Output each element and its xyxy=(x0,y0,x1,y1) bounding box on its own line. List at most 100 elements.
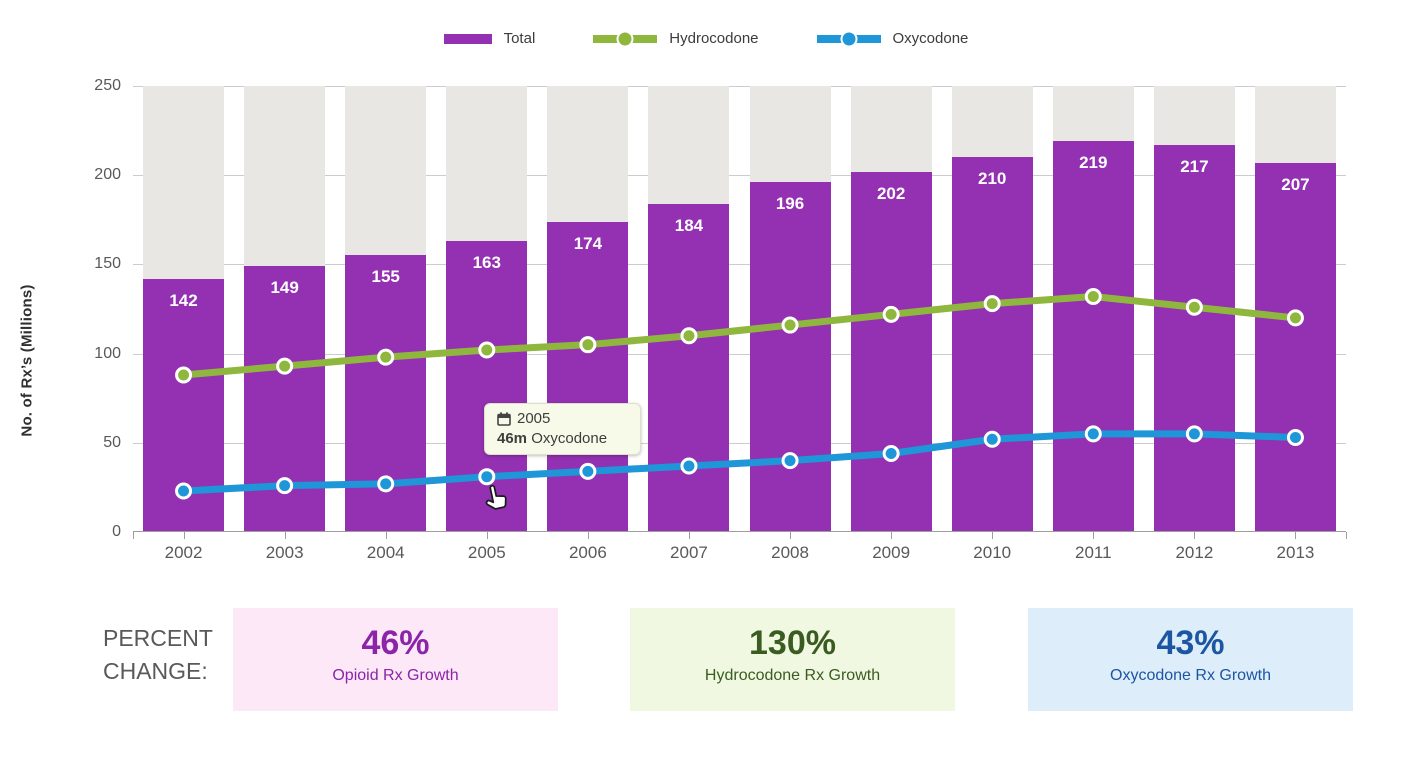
hydrocodone-point-2006[interactable] xyxy=(579,336,597,354)
oxycodone-point-2012[interactable] xyxy=(1185,425,1203,443)
legend-label-oxycodone: Oxycodone xyxy=(892,30,969,47)
bar-value-label-2005: 163 xyxy=(472,253,501,273)
bar-value-label-2012: 217 xyxy=(1180,156,1209,176)
total-bar-2010[interactable]: 210 xyxy=(951,157,1033,532)
hydrocodone-point-2007[interactable] xyxy=(680,327,698,345)
x-tick-2008 xyxy=(790,532,792,539)
oxycodone-point-2010[interactable] xyxy=(983,430,1001,448)
total-bar-2009[interactable]: 202 xyxy=(850,171,932,532)
bar-value-label-2011: 219 xyxy=(1079,153,1108,173)
x-tick-2003 xyxy=(284,532,286,539)
oxycodone-point-2002[interactable] xyxy=(175,482,193,500)
plot-area: 142 149 155 163 174 184 196 202 210 219 217 207 xyxy=(133,86,1346,532)
oxycodone-point-2008[interactable] xyxy=(781,452,799,470)
hydrocodone-point-2002[interactable] xyxy=(175,366,193,384)
oxycodone-point-2004[interactable] xyxy=(377,475,395,493)
hydrocodone-growth-value: 130% xyxy=(749,624,836,662)
total-bar-2008[interactable]: 196 xyxy=(749,182,831,532)
opioid-growth-caption: Opioid Rx Growth xyxy=(332,667,459,684)
x-axis-start-tick xyxy=(133,532,134,539)
hydrocodone-point-2011[interactable] xyxy=(1084,288,1102,306)
y-axis-title: No. of Rx’s (Millions) xyxy=(18,284,36,437)
bar-value-label-2004: 155 xyxy=(371,267,400,287)
x-tick-2002 xyxy=(183,532,185,539)
x-axis-label-2013: 2013 xyxy=(1276,543,1315,562)
oxycodone-point-2007[interactable] xyxy=(680,457,698,475)
tooltip-series: Oxycodone xyxy=(531,430,608,447)
total-bar-2011[interactable]: 219 xyxy=(1052,141,1134,532)
chart-legend: Total Hydrocodone Oxycodone xyxy=(0,30,1412,47)
oxycodone-point-2003[interactable] xyxy=(276,477,294,495)
x-axis-label-2006: 2006 xyxy=(568,543,607,562)
total-bar-2013[interactable]: 207 xyxy=(1254,162,1336,532)
bar-value-label-2002: 142 xyxy=(169,290,198,310)
x-axis-label-2008: 2008 xyxy=(771,543,809,562)
hydrocodone-point-2003[interactable] xyxy=(276,357,294,375)
bar-value-label-2008: 196 xyxy=(775,194,805,214)
legend-item-total[interactable]: Total xyxy=(443,30,536,47)
oxycodone-point-2006[interactable] xyxy=(579,462,597,480)
oxycodone-growth-value: 43% xyxy=(1156,624,1225,662)
hydrocodone-point-2005[interactable] xyxy=(478,341,496,359)
hydrocodone-line-swatch-icon xyxy=(593,30,658,47)
hydrocodone-point-2009[interactable] xyxy=(882,305,900,323)
hydrocodone-point-2004[interactable] xyxy=(377,348,395,366)
x-axis-line xyxy=(133,531,1346,532)
y-tick-label-50: 50 xyxy=(103,433,121,451)
x-axis-label-2011: 2011 xyxy=(1075,543,1112,562)
x-tick-2012 xyxy=(1194,532,1196,539)
y-tick-label-100: 100 xyxy=(94,344,121,362)
hydrocodone-point-2013[interactable] xyxy=(1286,309,1304,327)
total-bar-2006[interactable]: 174 xyxy=(547,221,629,532)
hydrocodone-growth-card: 130% Hydrocodone Rx Growth xyxy=(630,608,955,711)
y-tick-label-200: 200 xyxy=(94,166,121,184)
legend-item-hydrocodone[interactable]: Hydrocodone xyxy=(593,30,759,47)
y-tick-label-150: 150 xyxy=(94,255,121,273)
x-tick-2004 xyxy=(385,532,387,539)
oxycodone-growth-caption: Oxycodone Rx Growth xyxy=(1110,667,1271,684)
bar-value-label-2007: 184 xyxy=(674,215,704,235)
x-tick-2010 xyxy=(992,532,994,539)
x-tick-2011 xyxy=(1093,532,1095,539)
x-tick-2005 xyxy=(486,532,488,539)
hydrocodone-point-2008[interactable] xyxy=(781,316,799,334)
percent-change-label-line1: PERCENT xyxy=(103,625,213,651)
x-tick-2013 xyxy=(1295,532,1297,539)
percent-change-label: PERCENT CHANGE: xyxy=(103,622,213,688)
total-bar-2007[interactable]: 184 xyxy=(648,203,730,532)
oxycodone-point-2013[interactable] xyxy=(1286,428,1304,446)
legend-label-total: Total xyxy=(503,30,536,47)
x-axis-label-2004: 2004 xyxy=(366,543,405,562)
bar-value-label-2009: 202 xyxy=(876,183,906,203)
x-axis-label-2012: 2012 xyxy=(1175,543,1214,562)
opioid-growth-card: 46% Opioid Rx Growth xyxy=(233,608,558,711)
gridline-150 xyxy=(133,264,1346,266)
total-bar-2012[interactable]: 217 xyxy=(1153,144,1235,532)
calendar-icon xyxy=(497,411,511,426)
x-axis-label-2005: 2005 xyxy=(467,543,506,562)
hydrocodone-point-2010[interactable] xyxy=(983,295,1001,313)
oxycodone-point-2005[interactable] xyxy=(478,468,496,486)
total-bar-swatch-icon xyxy=(443,33,492,44)
gridline-250 xyxy=(133,86,1346,87)
bar-value-label-2003: 149 xyxy=(270,278,299,298)
hand-pointer-cursor-icon xyxy=(485,484,507,510)
oxycodone-point-2011[interactable] xyxy=(1084,425,1102,443)
oxycodone-point-2009[interactable] xyxy=(882,445,900,463)
tooltip-year: 2005 xyxy=(517,410,551,427)
legend-item-oxycodone[interactable]: Oxycodone xyxy=(816,30,969,47)
x-tick-2006 xyxy=(587,532,589,539)
percent-change-label-line2: CHANGE: xyxy=(103,658,208,684)
oxycodone-growth-card: 43% Oxycodone Rx Growth xyxy=(1028,608,1353,711)
gridline-50 xyxy=(133,442,1346,444)
x-axis-label-2009: 2009 xyxy=(872,543,911,562)
hydrocodone-line xyxy=(183,293,1296,379)
x-axis-label-2003: 2003 xyxy=(265,543,304,562)
hydrocodone-growth-caption: Hydrocodone Rx Growth xyxy=(704,667,881,684)
hydrocodone-point-2012[interactable] xyxy=(1185,298,1203,316)
oxycodone-line xyxy=(183,430,1296,495)
y-tick-label-250: 250 xyxy=(94,77,121,94)
gridline-100 xyxy=(133,353,1346,355)
x-tick-2007 xyxy=(688,532,690,539)
x-axis-label-2010: 2010 xyxy=(973,543,1012,562)
